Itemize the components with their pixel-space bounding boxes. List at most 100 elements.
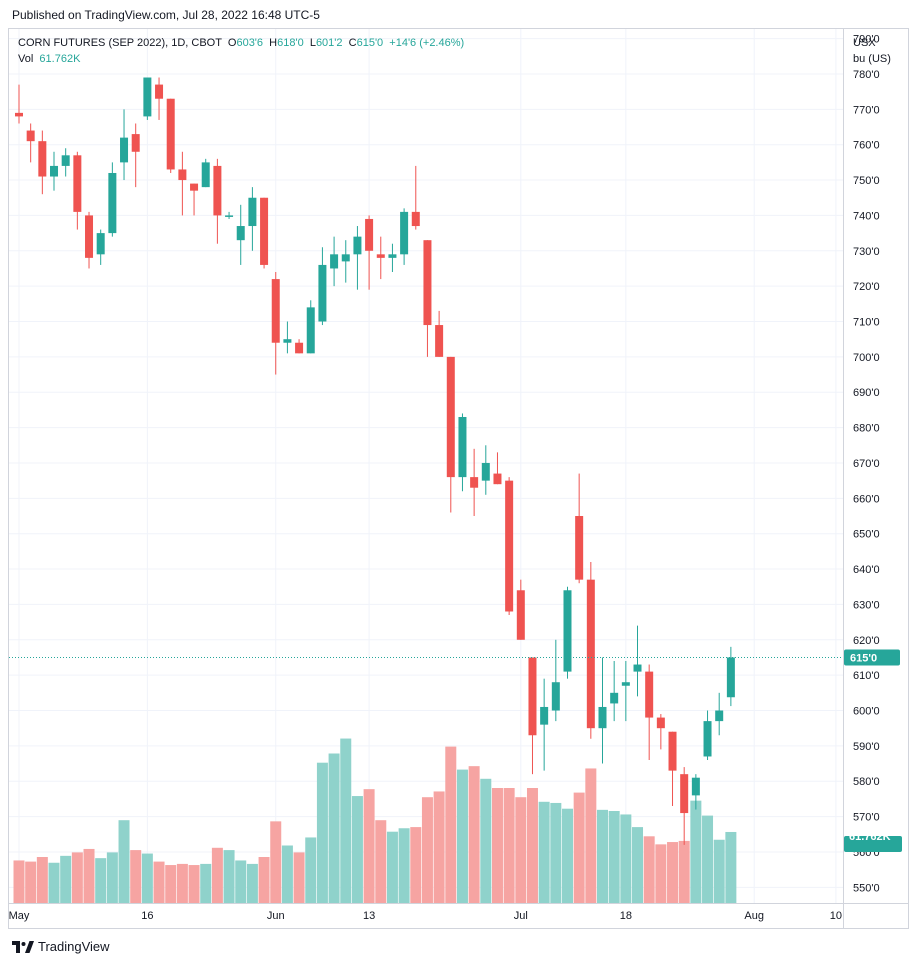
candle-body (341, 254, 350, 262)
time-tick-label: 13 (363, 910, 375, 922)
candle-body (610, 692, 619, 704)
candle-body (236, 226, 245, 241)
candle-body (715, 710, 724, 722)
volume-bar (667, 842, 679, 903)
legend-change: +14'6 (+2.46%) (389, 37, 465, 49)
volume-bar (281, 845, 293, 903)
brand-name: TradingView (38, 939, 110, 954)
candle-body (225, 215, 234, 217)
price-tick-label: 740'0 (853, 210, 880, 222)
unit-label: bu (US) (853, 53, 891, 65)
candle-body (645, 671, 654, 718)
volume-bar (176, 863, 188, 903)
candle-body (190, 183, 199, 191)
candle-body (703, 721, 712, 757)
legend-high-label: H (269, 37, 278, 49)
price-tick-label: 620'0 (853, 635, 880, 647)
volume-bar (632, 827, 644, 903)
price-tick-label: 730'0 (853, 246, 880, 258)
volume-bar (141, 853, 153, 903)
legend-symbol: CORN FUTURES (SEP 2022), 1D, CBOT (18, 37, 222, 49)
volume-bar (655, 844, 667, 903)
candle-body (248, 197, 257, 227)
volume-bar (445, 746, 457, 903)
time-tick-label: 16 (141, 910, 153, 922)
last-volume-label: 61.762K (849, 831, 891, 843)
tradingview-brand[interactable]: TradingView (12, 939, 110, 954)
candle-body (365, 218, 374, 251)
candle-body (73, 155, 82, 212)
price-tick-label: 550'0 (853, 882, 880, 894)
volume-bar (713, 839, 725, 903)
volume-bar (386, 831, 398, 903)
candle-body (330, 254, 339, 269)
candles (15, 77, 735, 845)
legend-high-value: 618'0 (277, 37, 304, 49)
candle-body (423, 240, 432, 326)
volume-bar (491, 788, 503, 903)
candle-body (260, 197, 269, 265)
price-tick-label: 580'0 (853, 776, 880, 788)
volume-bar (246, 863, 258, 903)
candle-body (435, 325, 444, 357)
price-tick-label: 770'0 (853, 104, 880, 116)
volume-bar (515, 797, 527, 903)
candle-body (15, 112, 23, 117)
tradingview-logo-icon (12, 940, 34, 953)
volume-bar (235, 860, 247, 903)
volume-bar (351, 796, 363, 903)
price-tick-label: 650'0 (853, 529, 880, 541)
price-tick-label: 610'0 (853, 670, 880, 682)
volume-legend: Vol 61.762K (18, 51, 80, 67)
price-tick-label: 750'0 (853, 175, 880, 187)
candle-body (178, 169, 187, 181)
price-tick-label: 700'0 (853, 352, 880, 364)
volume-bar (211, 847, 223, 903)
candle-body (598, 706, 607, 729)
candle-body (458, 416, 467, 478)
chart-legend: CORN FUTURES (SEP 2022), 1D, CBOT O603'6… (18, 35, 464, 51)
chart-frame (8, 28, 909, 929)
grid (9, 29, 843, 903)
volume-bar (480, 778, 492, 903)
volume-bar (13, 860, 25, 903)
volume-bar (585, 768, 597, 903)
candle-body (680, 774, 689, 814)
volume-bars (13, 738, 737, 903)
candle-body (96, 233, 105, 255)
candle-body (376, 254, 385, 258)
candle-body (120, 137, 129, 163)
volume-bar (36, 857, 48, 903)
candle-body (621, 682, 630, 686)
candle-body (528, 657, 537, 736)
volume-bar (328, 753, 340, 903)
volume-bar (725, 831, 737, 903)
volume-bar (130, 850, 142, 903)
candle-body (85, 215, 94, 258)
price-tick-label: 570'0 (853, 812, 880, 824)
legend-open-label: O (227, 37, 237, 49)
volume-bar (293, 852, 305, 903)
volume-bar (620, 814, 632, 903)
price-tick-label: 660'0 (853, 493, 880, 505)
candle-body (38, 141, 47, 177)
volume-bar (270, 821, 282, 903)
candle-body (26, 130, 35, 142)
volume-bar (25, 861, 37, 903)
time-tick-label: 18 (620, 910, 632, 922)
volume-bar (538, 801, 550, 903)
axes: 790'0 780'0 770'0 760'0 750'0 740'0 730'0 720'0… (9, 29, 908, 928)
volume-bar (71, 852, 83, 903)
volume-bar (305, 837, 317, 903)
last-price-label: 615'0 (850, 652, 877, 664)
candle-body (283, 339, 292, 343)
candle-body (353, 236, 362, 255)
candle-body (481, 462, 490, 481)
candle-body (295, 342, 304, 354)
volume-bar (608, 811, 620, 903)
candle-body (166, 98, 175, 170)
volume-bar (503, 788, 515, 903)
volume-bar (258, 857, 270, 903)
price-tick-label: 600'0 (853, 706, 880, 718)
